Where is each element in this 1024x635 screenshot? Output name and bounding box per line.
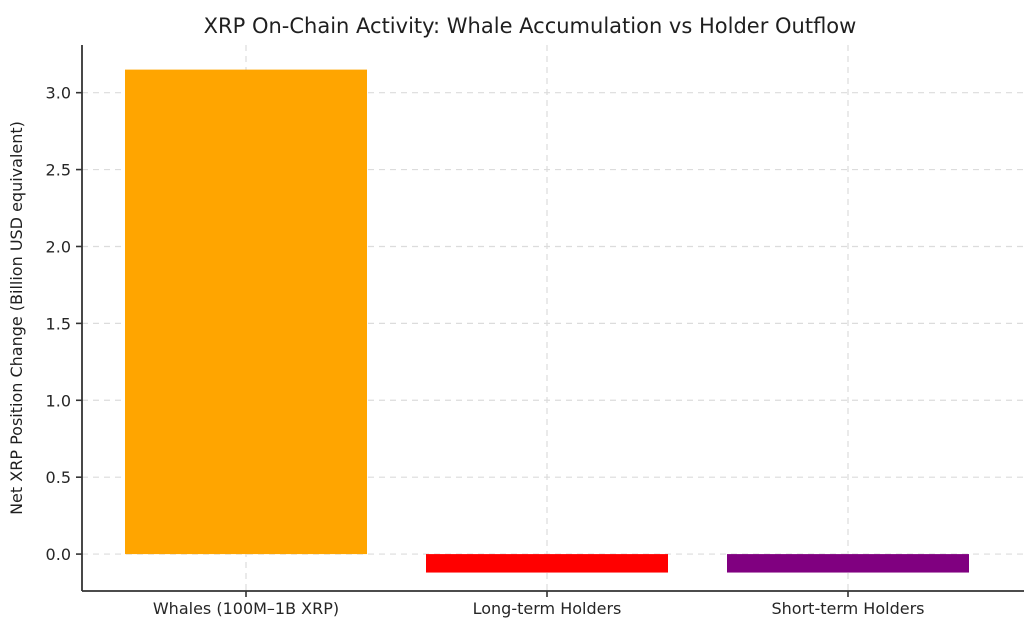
label-layer: XRP On-Chain Activity: Whale Accumulatio… [7, 14, 924, 618]
y-tick-label: 2.5 [46, 161, 71, 180]
bar-layer [125, 69, 969, 573]
bar-2 [426, 554, 668, 573]
y-tick-label: 3.0 [46, 84, 71, 103]
x-tick-label: Whales (100M–1B XRP) [153, 599, 339, 618]
x-tick-label: Short-term Holders [772, 599, 925, 618]
x-tick-label: Long-term Holders [473, 599, 622, 618]
chart-title: XRP On-Chain Activity: Whale Accumulatio… [204, 14, 857, 38]
y-tick-label: 1.5 [46, 314, 71, 333]
y-tick-label: 0.5 [46, 468, 71, 487]
bar-1 [125, 69, 367, 555]
y-tick-label: 2.0 [46, 237, 71, 256]
axis-layer [76, 45, 1024, 597]
bar-3 [727, 554, 969, 573]
y-tick-label: 0.0 [46, 545, 71, 564]
y-axis-label: Net XRP Position Change (Billion USD equ… [7, 121, 26, 515]
y-tick-label: 1.0 [46, 391, 71, 410]
